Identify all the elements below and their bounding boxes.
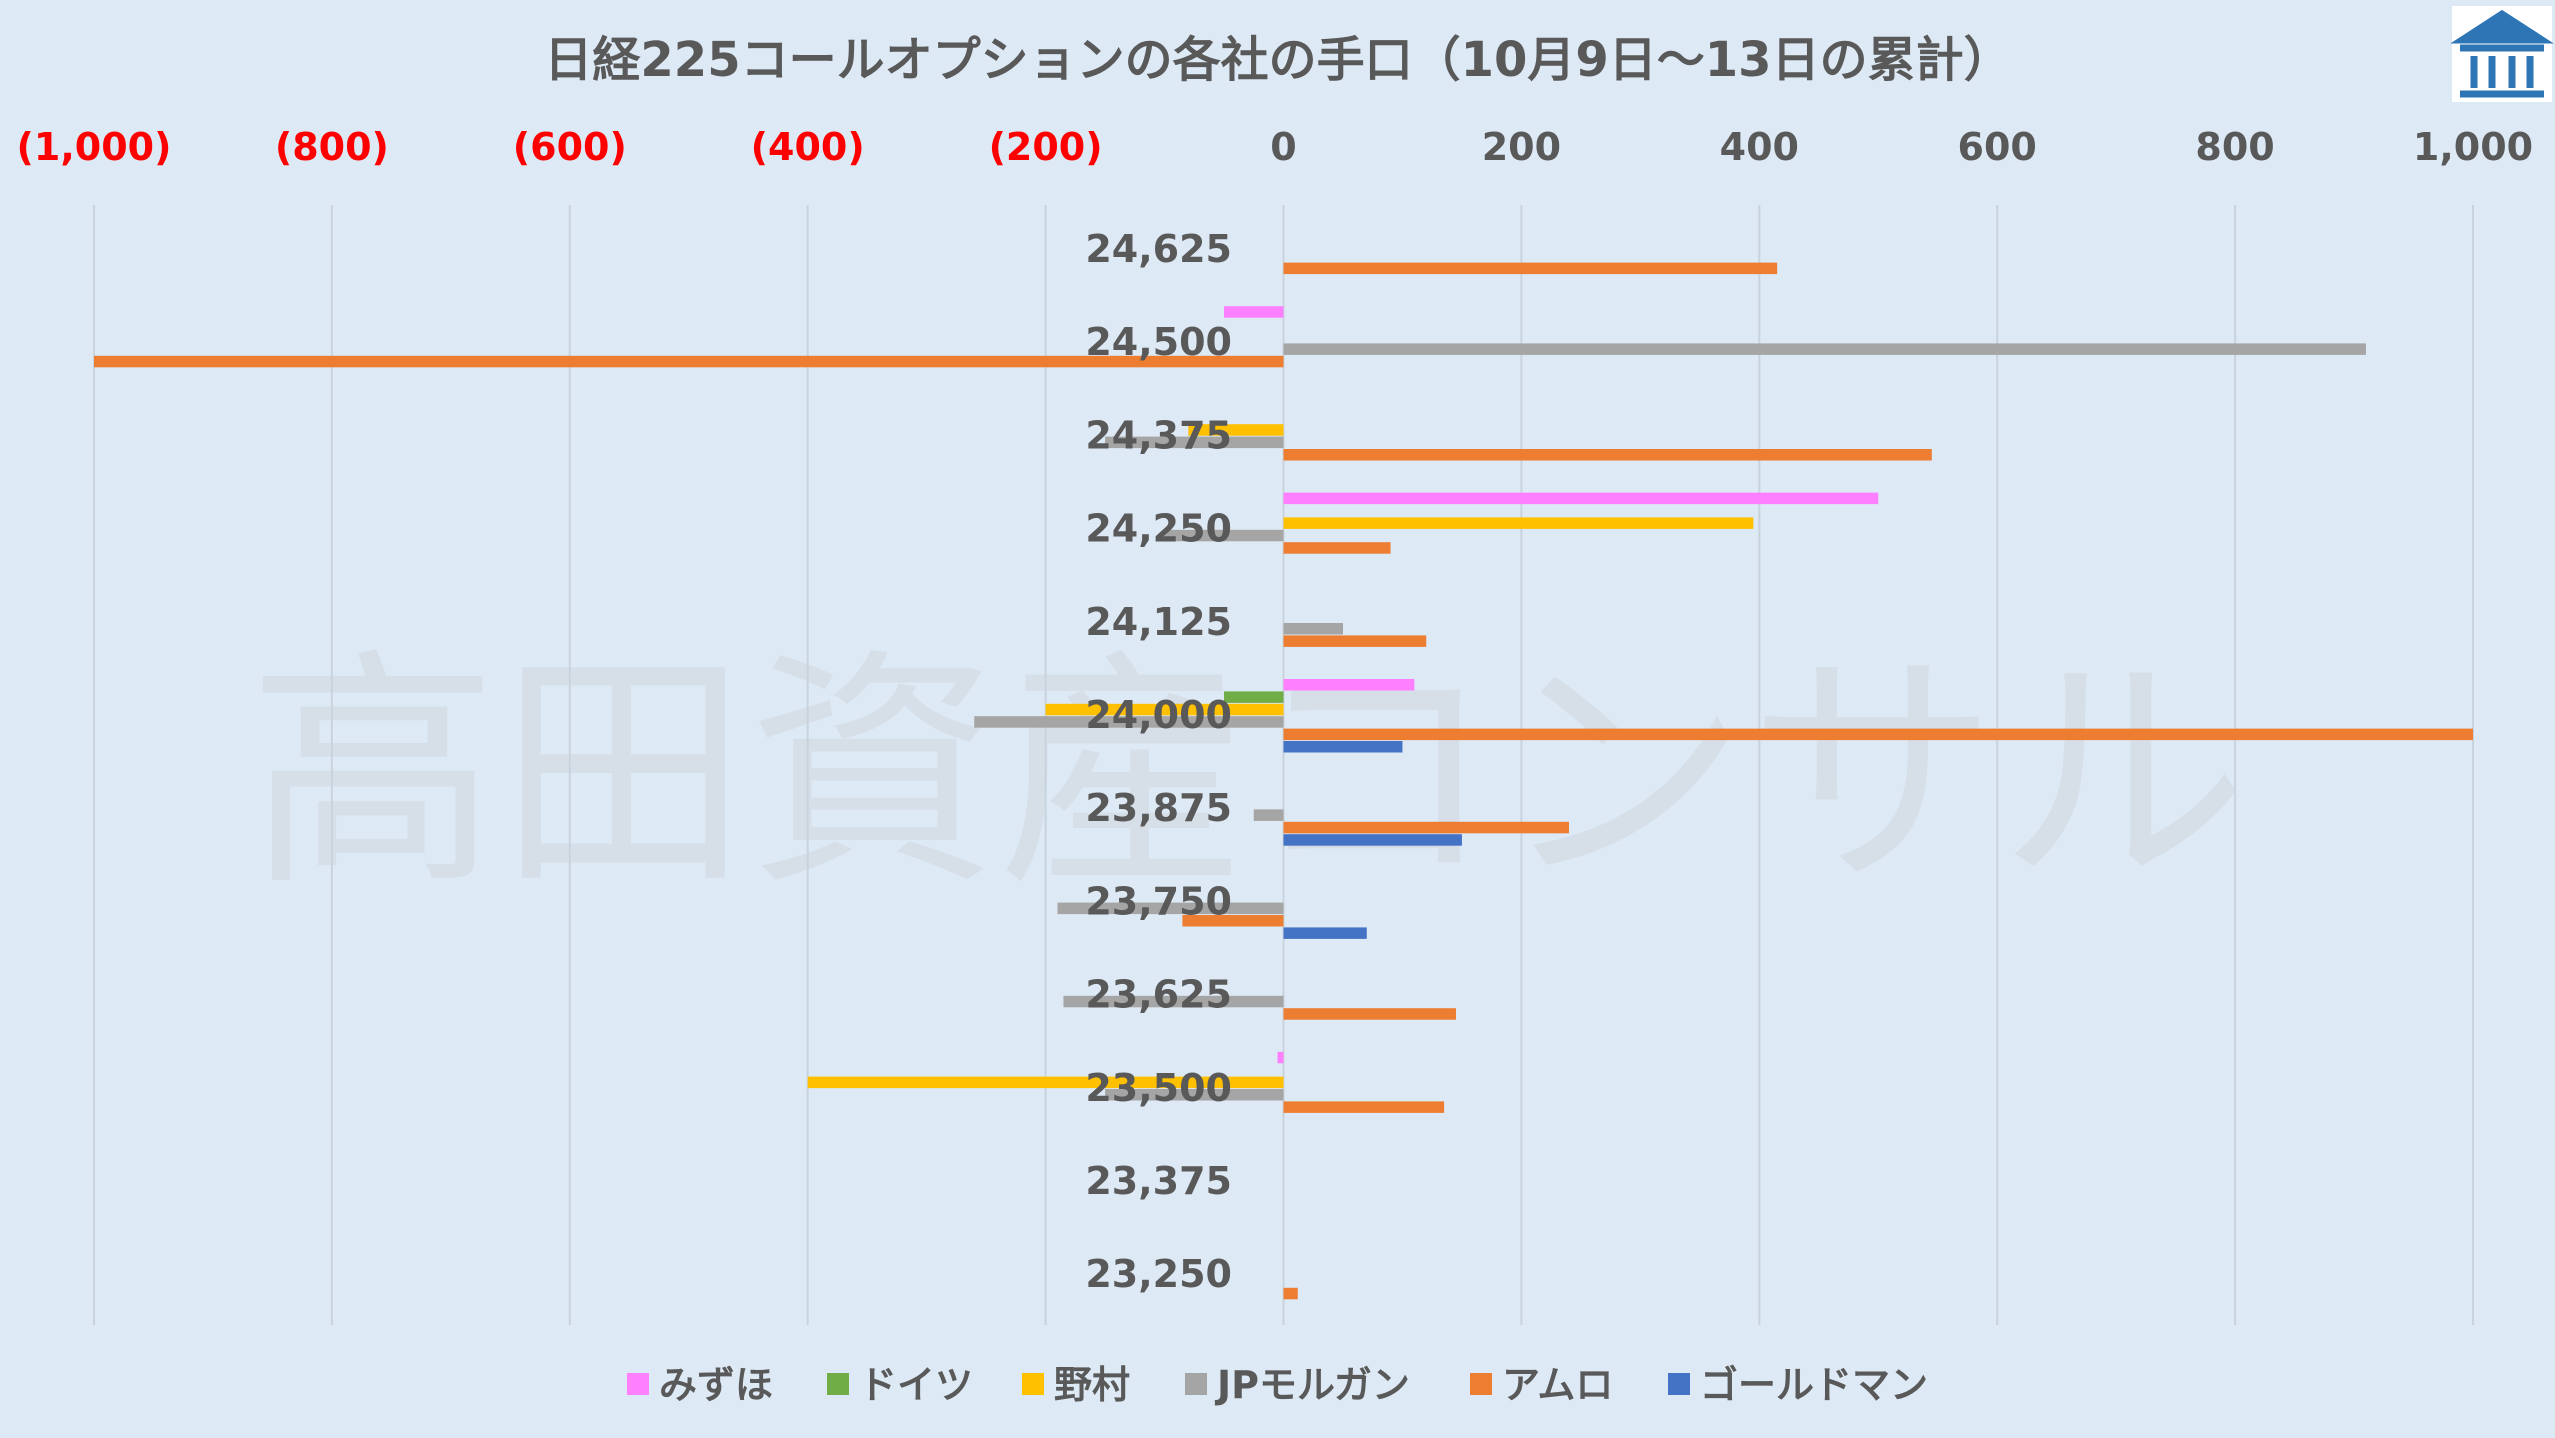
y-tick-label: 23,250 bbox=[1085, 1252, 1232, 1296]
bar bbox=[1283, 927, 1367, 939]
legend-swatch bbox=[1470, 1373, 1492, 1395]
y-tick-label: 23,375 bbox=[1085, 1159, 1232, 1203]
x-tick-label: (400) bbox=[751, 125, 865, 169]
x-tick-label: (600) bbox=[513, 125, 627, 169]
y-tick-label: 23,750 bbox=[1085, 879, 1232, 923]
bar bbox=[1063, 995, 1284, 1008]
y-axis-ticks: 24,625 24,500 24,375 24,250 24,125 24,000 23,8… bbox=[1085, 227, 1232, 1296]
chart-title: 日経225コールオプションの各社の手口（10月9日～13日の累計） bbox=[544, 32, 2011, 88]
bar bbox=[1283, 542, 1391, 554]
x-axis-ticks: (1,000) (800) (600) (400) (200) 0 200 400 600 800… bbox=[17, 125, 2534, 169]
bar bbox=[94, 355, 1284, 368]
x-tick-label: (1,000) bbox=[17, 125, 172, 169]
bar bbox=[1277, 1051, 1284, 1064]
building-logo-icon bbox=[2450, 9, 2554, 98]
bar bbox=[1283, 741, 1403, 753]
y-tick-label: 24,125 bbox=[1085, 600, 1232, 644]
legend-label: 野村 bbox=[1054, 1363, 1130, 1407]
bar bbox=[1182, 915, 1284, 927]
y-tick-label: 23,500 bbox=[1085, 1066, 1232, 1110]
bar bbox=[1283, 728, 2473, 741]
bar bbox=[1283, 1101, 1445, 1113]
x-tick-label: 800 bbox=[2195, 125, 2274, 169]
bar bbox=[1283, 834, 1462, 846]
logo bbox=[2450, 6, 2554, 102]
legend-label: ゴールドマン bbox=[1700, 1363, 1928, 1407]
bar bbox=[1224, 691, 1284, 703]
bar bbox=[1283, 343, 2366, 355]
x-tick-label: 0 bbox=[1270, 125, 1296, 169]
legend-label: JPモルガン bbox=[1214, 1363, 1410, 1407]
bar bbox=[974, 716, 1284, 728]
bar bbox=[1283, 1287, 1298, 1300]
legend-swatch bbox=[1022, 1373, 1044, 1395]
bar bbox=[1283, 492, 1879, 505]
bar bbox=[1105, 436, 1284, 449]
y-tick-label: 24,500 bbox=[1085, 320, 1232, 364]
y-tick-label: 23,625 bbox=[1085, 973, 1232, 1017]
bar bbox=[1045, 703, 1284, 716]
y-tick-label: 24,625 bbox=[1085, 227, 1232, 271]
bars bbox=[94, 262, 2473, 1300]
legend-swatch bbox=[1668, 1373, 1690, 1395]
legend-swatch bbox=[827, 1373, 849, 1395]
y-tick-label: 24,250 bbox=[1085, 507, 1232, 551]
bar bbox=[1057, 902, 1284, 915]
x-tick-label: 200 bbox=[1482, 125, 1561, 169]
bar bbox=[1283, 679, 1415, 691]
bar bbox=[1283, 262, 1778, 275]
legend-swatch bbox=[1185, 1373, 1207, 1395]
x-tick-label: (200) bbox=[989, 125, 1103, 169]
bar bbox=[807, 1076, 1284, 1089]
watermark: 高田資産コンサル bbox=[248, 628, 2248, 919]
legend: みずほ ドイツ 野村 JPモルガン アムロ ゴールドマン bbox=[627, 1363, 1928, 1407]
x-tick-label: (800) bbox=[275, 125, 389, 169]
legend-label: みずほ bbox=[659, 1363, 773, 1407]
bar bbox=[1164, 529, 1284, 542]
bar bbox=[1283, 821, 1569, 834]
y-tick-label: 23,875 bbox=[1085, 786, 1232, 830]
y-tick-label: 24,375 bbox=[1085, 413, 1232, 457]
bar bbox=[1224, 306, 1284, 318]
x-tick-label: 1,000 bbox=[2413, 125, 2533, 169]
bar bbox=[1253, 809, 1284, 821]
legend-label: アムロ bbox=[1502, 1363, 1613, 1407]
bar bbox=[1283, 623, 1343, 635]
legend-label: ドイツ bbox=[859, 1363, 973, 1407]
bar bbox=[1105, 1089, 1284, 1101]
gridlines bbox=[93, 205, 2474, 1325]
bar bbox=[1283, 635, 1427, 647]
bar bbox=[1283, 449, 1932, 461]
x-tick-label: 400 bbox=[1720, 125, 1799, 169]
legend-swatch bbox=[627, 1373, 649, 1395]
x-tick-label: 600 bbox=[1958, 125, 2037, 169]
bar bbox=[1283, 1008, 1456, 1020]
bar bbox=[1283, 517, 1754, 529]
y-tick-label: 24,000 bbox=[1085, 693, 1232, 737]
bar bbox=[1188, 424, 1284, 436]
